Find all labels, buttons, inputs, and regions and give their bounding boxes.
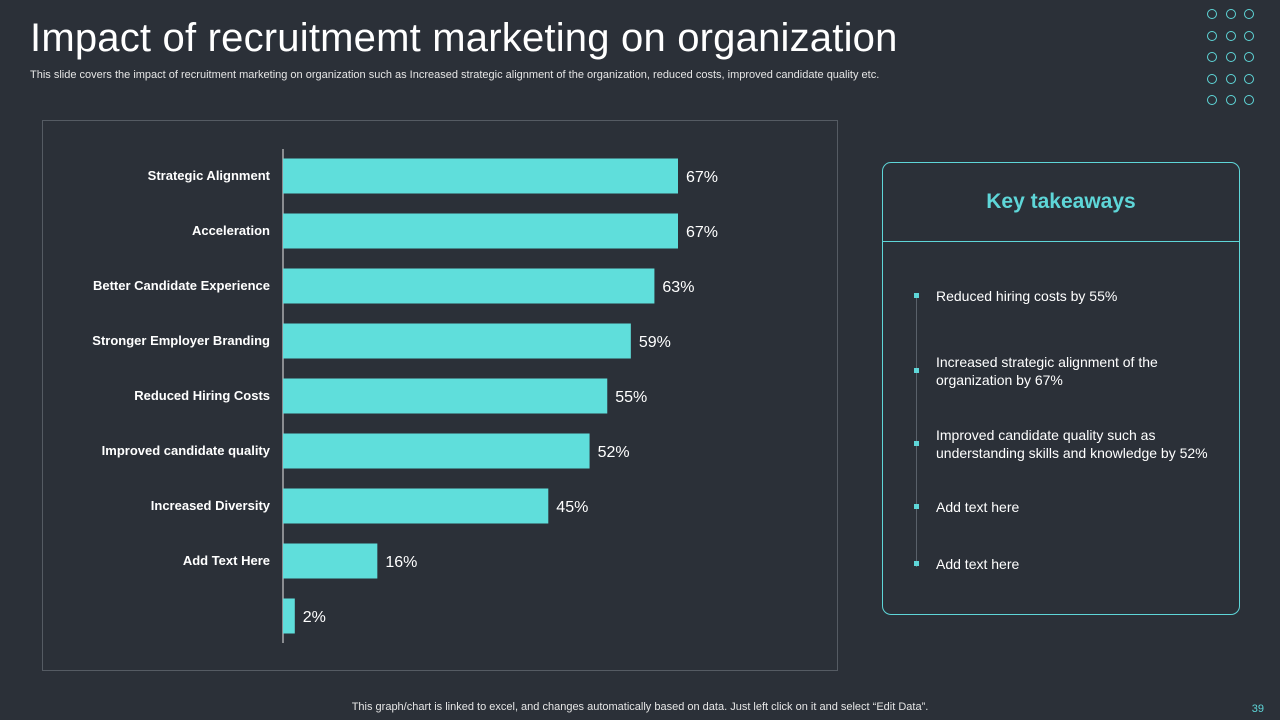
category-label: Stronger Employer Branding <box>92 333 270 348</box>
category-label: Reduced Hiring Costs <box>134 388 270 403</box>
bullet-icon <box>914 293 919 298</box>
dot-icon <box>1244 52 1254 62</box>
bar[interactable] <box>283 488 549 524</box>
slide-title: Impact of recruitmemt marketing on organ… <box>30 16 898 60</box>
slide-footer-note: This graph/chart is linked to excel, and… <box>351 701 929 713</box>
decorative-dot-grid <box>1207 9 1255 105</box>
dot-icon <box>1207 9 1217 19</box>
value-label: 45% <box>556 499 588 516</box>
bar-chart[interactable]: Strategic Alignment 67% Acceleration 67% Bet… <box>43 121 839 672</box>
dot-icon <box>1225 73 1236 84</box>
takeaway-text: Add text here <box>936 499 1020 515</box>
bar[interactable] <box>283 158 678 194</box>
bar[interactable] <box>283 598 295 634</box>
category-label: Strategic Alignment <box>148 168 271 183</box>
value-label: 67% <box>686 224 718 241</box>
bullet-icon <box>914 561 919 566</box>
value-label: 63% <box>662 279 694 296</box>
dot-icon <box>1225 30 1236 41</box>
dot-icon <box>1207 30 1217 41</box>
dot-icon <box>1207 52 1217 62</box>
bar[interactable] <box>283 323 631 359</box>
bar[interactable] <box>283 378 608 414</box>
category-label: Acceleration <box>192 223 270 238</box>
category-label: Add Text Here <box>183 553 270 568</box>
value-label: 55% <box>615 389 647 406</box>
dot-icon <box>1207 95 1217 105</box>
takeaway-text: Improved candidate quality such as under… <box>936 427 1208 461</box>
dot-icon <box>1244 30 1254 41</box>
category-label: Improved candidate quality <box>102 443 271 458</box>
category-label: Better Candidate Experience <box>93 278 270 293</box>
takeaway-text: Increased strategic alignment of the org… <box>936 354 1158 388</box>
takeaways-connector-line <box>916 296 917 567</box>
dot-icon <box>1207 73 1217 84</box>
value-label: 59% <box>639 334 671 351</box>
takeaway-text: Add text here <box>936 556 1020 572</box>
takeaway-text: Reduced hiring costs by 55% <box>936 288 1118 304</box>
dot-icon <box>1225 95 1236 105</box>
bar[interactable] <box>283 213 678 249</box>
dot-icon <box>1225 9 1236 19</box>
bar[interactable] <box>283 433 590 469</box>
bullet-icon <box>914 368 919 373</box>
bar[interactable] <box>283 268 655 304</box>
page-number: 39 <box>1251 703 1264 715</box>
chart-container[interactable]: Strategic Alignment 67% Acceleration 67% Bet… <box>42 120 838 671</box>
value-label: 67% <box>686 169 718 186</box>
key-takeaways-title: Key takeaways <box>883 163 1239 242</box>
value-label: 52% <box>598 444 630 461</box>
key-takeaways-panel: Key takeaways Reduced hiring costs by 55… <box>882 162 1240 615</box>
bar[interactable] <box>283 543 378 579</box>
bullet-icon <box>914 504 919 509</box>
dot-icon <box>1244 73 1254 84</box>
category-label: Increased Diversity <box>151 498 271 513</box>
value-label: 2% <box>303 609 326 626</box>
dot-icon <box>1244 95 1254 105</box>
bullet-icon <box>914 441 919 446</box>
value-label: 16% <box>385 554 417 571</box>
dot-icon <box>1244 9 1254 19</box>
dot-icon <box>1225 52 1236 62</box>
slide-subtitle: This slide covers the impact of recruitm… <box>30 69 880 81</box>
